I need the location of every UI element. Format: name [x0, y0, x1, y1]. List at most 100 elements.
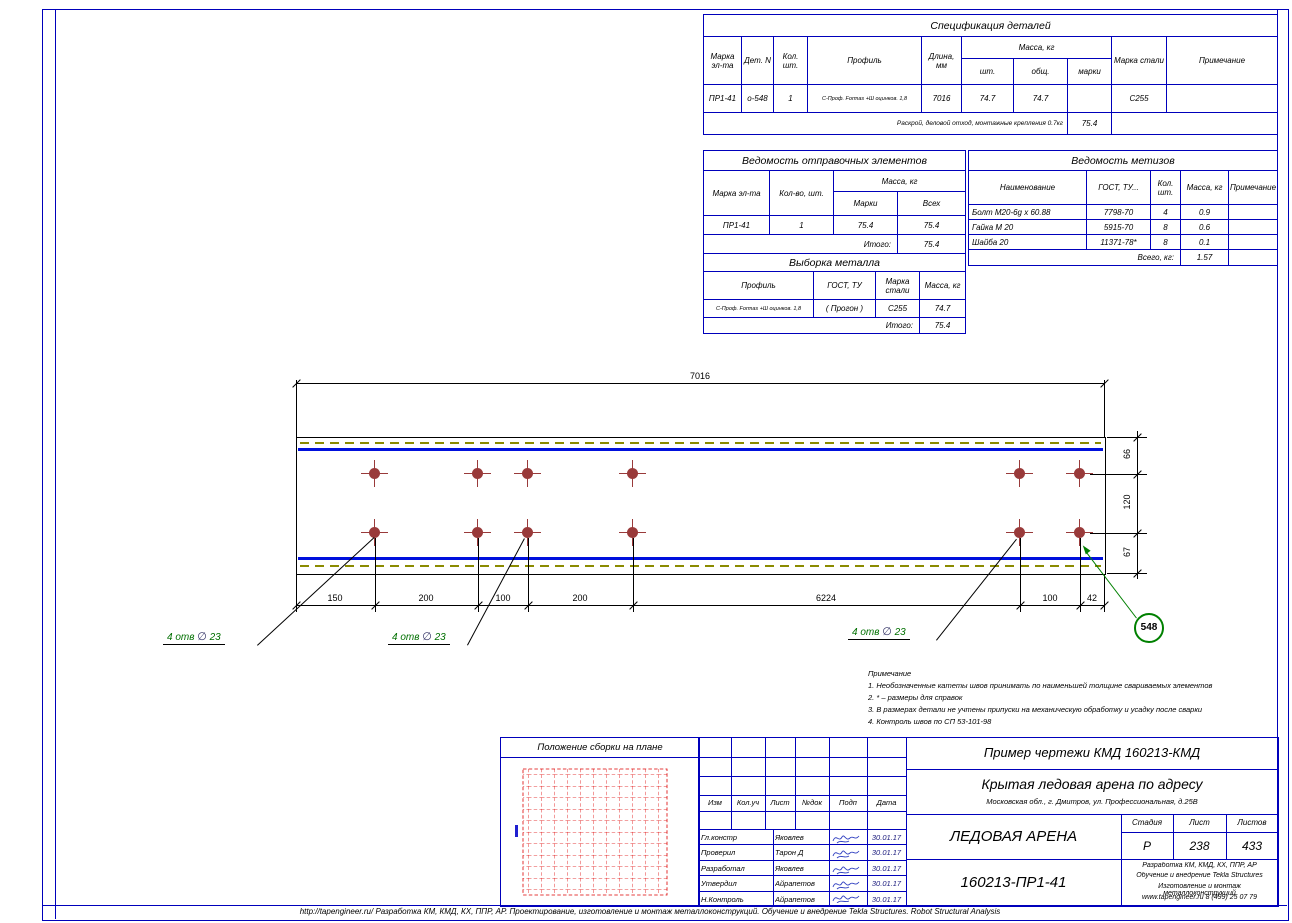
sheet-outer-frame	[42, 9, 1289, 921]
rev-h-koluch: Кол.уч	[736, 798, 760, 807]
tb-line	[699, 875, 906, 876]
spec-cell-qty: 1	[773, 84, 808, 113]
company-line: www.tapengineer.ru 8 (499) 25 07 79	[1142, 894, 1257, 901]
bolt-hole	[464, 519, 491, 546]
diameter-icon: ∅	[197, 631, 207, 643]
tb-line	[699, 811, 906, 812]
tb-line	[731, 738, 732, 829]
note-line: 1. Необозначенные катеты швов принимать …	[868, 681, 1213, 690]
tb-line	[765, 738, 766, 829]
flange-line-top	[298, 448, 1103, 451]
tb-line	[699, 776, 906, 777]
shipping-total-value: 75.4	[896, 234, 967, 254]
assembly-position-mark	[515, 825, 518, 837]
fasteners-row: Шайба 20 11371-78* 8 0.1	[968, 234, 1279, 250]
ext-line	[478, 538, 479, 612]
ext-line	[633, 538, 634, 612]
shipping-cell-qty: 1	[769, 215, 834, 235]
tb-line	[1173, 814, 1174, 859]
ext-line	[296, 380, 297, 437]
sig-role: Утвердил	[701, 879, 737, 888]
sig-name: Яковлев	[775, 833, 804, 842]
metal-cell-gost: ( Прогон )	[813, 299, 876, 318]
ext-line	[528, 538, 529, 612]
dim-label: 100	[1042, 593, 1058, 603]
shipping-h-mark: Марка эл-та	[703, 170, 770, 216]
tb-line	[1226, 814, 1227, 859]
spec-cell-note	[1165, 84, 1279, 113]
fasteners-h-mass: Масса, кг	[1180, 170, 1229, 205]
tb-line	[829, 738, 830, 906]
spec-h-det: Дет. N	[741, 36, 774, 85]
shipping-row: ПР1-41 1 75.4 75.4	[703, 215, 967, 235]
metal-h-steel: Марка стали	[875, 271, 920, 300]
spec-row: ПР1-41 о-548 1 С-Проф. Formas +Ш оцинков…	[703, 84, 1279, 113]
title-block: Изм Кол.уч Лист №док Подп Дата Гл.констр…	[698, 737, 1279, 907]
fastener-name: Шайба 20	[968, 234, 1087, 250]
sig-name: Яковлев	[775, 864, 804, 873]
spec-table-title: Спецификация деталей	[702, 14, 1279, 37]
metal-cell-mass: 74.7	[918, 299, 967, 318]
tb-line	[699, 860, 906, 861]
callout-qty: 4 отв	[392, 632, 420, 643]
fastener-gost: 5915-70	[1086, 219, 1151, 235]
spec-waste-empty	[1110, 112, 1279, 135]
dim-line-bottom	[296, 605, 1105, 606]
shipping-h-qty: Кол-во, шт.	[769, 170, 834, 216]
fastener-name: Гайка М 20	[968, 219, 1087, 235]
spec-h-steel: Марка стали	[1111, 36, 1167, 85]
dim-label: 42	[1086, 593, 1097, 603]
company-line: Разработка КМ, КМД, КХ, ППР, АР	[1142, 862, 1257, 869]
spec-cell-mass-pc: 74.7	[961, 84, 1014, 113]
hole-callout: 4 отв ∅ 23	[388, 630, 450, 645]
tb-line	[906, 769, 1278, 770]
metal-row: С-Проф. Formas +Ш оцинков. 1,8 ( Прогон …	[703, 299, 967, 318]
dim-label: 100	[495, 593, 511, 603]
spec-h-mass-pc: шт.	[961, 58, 1014, 85]
object-name: ЛЕДОВАЯ АРЕНА	[949, 828, 1078, 845]
fastener-name: Болт М20-6g х 60.88	[968, 204, 1087, 220]
spec-h-mass: Масса, кг	[961, 36, 1112, 59]
sig-date: 30.01.17	[871, 895, 902, 904]
spec-cell-det: о-548	[741, 84, 774, 113]
dim-label-vertical: 120	[1122, 494, 1132, 510]
sheets-label: Листов	[1237, 818, 1267, 827]
fastener-note	[1227, 234, 1279, 250]
metal-table: Выборка металла Профиль ГОСТ, ТУ Марка с…	[702, 253, 967, 334]
note-line: 4. Контроль швов по СП 53-101-98	[868, 717, 992, 726]
metal-total-row: Итого: 75.4	[703, 317, 967, 334]
tb-line	[1121, 814, 1122, 906]
fasteners-total-empty	[1227, 249, 1279, 266]
shipping-table-title: Ведомость отправочных элементов	[702, 150, 967, 171]
metal-total-value: 75.4	[918, 317, 967, 334]
metal-total-label: Итого:	[703, 317, 920, 334]
spec-cell-mass-marks	[1067, 84, 1112, 113]
spec-cell-mass-total: 74.7	[1013, 84, 1068, 113]
rev-h-izm: Изм	[708, 798, 722, 807]
sig-date: 30.01.17	[871, 879, 902, 888]
callout-qty: 4 отв	[852, 627, 880, 638]
sig-date: 30.01.17	[871, 848, 902, 857]
shipping-cell-marks: 75.4	[833, 215, 898, 235]
metal-h-mass: Масса, кг	[918, 271, 967, 300]
diameter-icon: ∅	[422, 631, 432, 643]
metal-h-profile: Профиль	[703, 271, 814, 300]
bolt-hole	[464, 460, 491, 487]
ext-line	[1090, 533, 1147, 534]
frame-footer-line	[42, 905, 1287, 906]
spec-h-mass-marks: марки	[1067, 58, 1112, 85]
spec-h-mass-total: общ.	[1013, 58, 1068, 85]
callout-dia: 23	[434, 632, 446, 643]
frame-left-margin-line	[55, 9, 56, 919]
fasteners-table: Ведомость метизов Наименование ГОСТ, ТУ.…	[967, 150, 1279, 266]
tb-line	[699, 829, 906, 830]
tb-line	[1121, 832, 1278, 833]
spec-h-profile: Профиль	[807, 36, 922, 85]
sig-name: Айрапетов	[775, 879, 815, 888]
bolt-hole	[1006, 460, 1033, 487]
rev-h-ndoc: №док	[802, 798, 822, 807]
project-address: Московская обл., г. Дмитров, ул. Професс…	[986, 797, 1198, 806]
fasteners-total-label: Всего, кг:	[968, 249, 1181, 266]
bolt-hole	[619, 460, 646, 487]
